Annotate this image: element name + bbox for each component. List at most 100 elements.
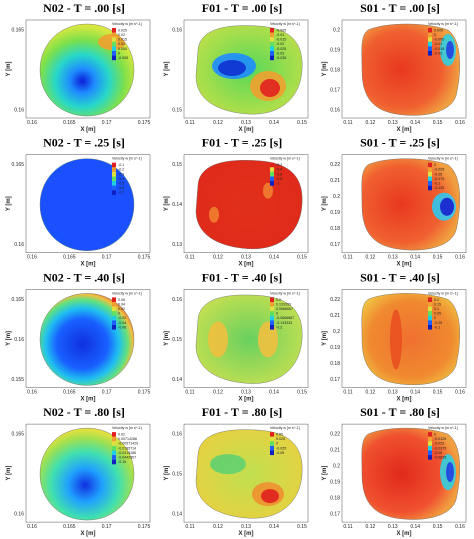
legend-swatch: [270, 436, 274, 442]
x-tick-label: 0.14: [410, 524, 420, 530]
y-tick-label: 0.165: [11, 432, 24, 438]
legend-swatch: [428, 306, 432, 312]
legend-label: -0.05: [434, 321, 442, 325]
x-tick-label: 0.14: [269, 120, 279, 126]
field-spot: [218, 60, 246, 76]
x-axis-label: X [m]: [397, 127, 412, 133]
y-tick-label: 0.16: [172, 28, 182, 34]
legend-swatch: [112, 445, 116, 451]
legend-title: Velocity w [m s^-1]: [270, 291, 300, 295]
panel-title: N02 - T = .25 [s]: [43, 136, 125, 150]
x-tick-label: 0.12: [213, 255, 223, 261]
legend-title: Velocity w [m s^-1]: [112, 22, 142, 26]
y-tick-label: 0.19: [330, 480, 340, 486]
legend-label: 0.2: [276, 298, 281, 302]
legend-label: -0.005: [434, 38, 444, 42]
legend-swatch: [112, 320, 116, 325]
legend-swatch: [112, 432, 116, 437]
x-tick-label: 0.14: [269, 255, 279, 261]
field-spot: [446, 41, 454, 59]
legend-swatch: [428, 46, 432, 51]
legend-label: 0.2: [434, 298, 439, 302]
velocity-field: [361, 427, 460, 520]
legend-label: -0.6: [276, 172, 282, 176]
legend-label: 0.025: [118, 28, 127, 32]
legend-label: -0.05: [434, 451, 442, 455]
x-tick-label: 0.13: [241, 389, 251, 395]
field-spot: [210, 454, 246, 475]
legend-swatch: [112, 190, 116, 195]
x-tick-label: 0.12: [213, 524, 223, 530]
velocity-field: [39, 293, 135, 386]
legend-label: -0.125: [434, 186, 444, 190]
panel-title: F01 - T = .80 [s]: [202, 405, 282, 419]
legend-label: 0.06: [118, 298, 125, 302]
field-spot: [260, 79, 280, 97]
legend-swatch: [428, 450, 432, 456]
x-tick-label: 0.12: [366, 120, 376, 126]
legend-swatch: [270, 297, 274, 302]
legend-label: 0: [434, 163, 436, 167]
panel: F01 - T = .25 [s] 0.15 0.14 0.13 0.11 0.12 0.1…: [164, 136, 309, 268]
y-tick-label: 0.15: [172, 472, 182, 478]
legend-swatch: [270, 450, 274, 456]
y-tick-label: 0.15: [172, 162, 182, 168]
legend-swatch: [428, 302, 432, 307]
legend-swatch: [428, 445, 432, 451]
legend-swatch: [270, 306, 274, 312]
legend-label: -0.015: [276, 38, 286, 42]
velocity-field: [195, 160, 303, 249]
legend-swatch: [428, 167, 432, 172]
y-tick-label: 0.16: [172, 432, 182, 438]
legend-title: Velocity w [m s^-1]: [270, 157, 300, 161]
field-spot: [390, 309, 402, 370]
x-axis-label: X [m]: [239, 127, 254, 133]
velocity-field: [195, 294, 303, 384]
legend-label: -0.06: [118, 325, 126, 329]
legend-swatch: [428, 311, 432, 316]
legend-label: 0.015: [118, 38, 127, 42]
y-tick-label: 0.14: [172, 377, 182, 383]
legend-label: 0: [276, 442, 278, 446]
legend-label: 0.05: [276, 433, 283, 437]
legend-label: 0.133333: [276, 302, 291, 306]
legend-label: 0.05: [434, 312, 441, 316]
x-tick-label: 0.16: [27, 389, 37, 395]
legend-swatch: [112, 41, 116, 47]
legend-title: Velocity w [m s^-1]: [112, 157, 142, 161]
legend-label: -0.4: [118, 177, 124, 181]
legend-swatch: [428, 28, 432, 33]
y-axis-label: Y [m]: [322, 62, 328, 77]
legend-swatch: [270, 432, 274, 437]
legend-label: -0.0442857: [118, 456, 136, 460]
legend-swatch: [112, 302, 116, 307]
legend-label: -0.005: [276, 28, 286, 32]
x-tick-label: 0.175: [138, 389, 151, 395]
legend-label: -0.05: [276, 451, 284, 455]
legend-title: Velocity w [m s^-1]: [428, 291, 458, 295]
legend-swatch: [270, 171, 274, 177]
x-tick-label: 0.14: [269, 389, 279, 395]
legend-label: -0.6: [118, 186, 124, 190]
legend-label: -0.4: [276, 168, 282, 172]
x-tick-label: 0.16: [455, 524, 465, 530]
legend-label: -0.2: [276, 325, 282, 329]
legend-label: -0.0314286: [118, 451, 136, 455]
legend-label: 0.0666667: [276, 307, 293, 311]
legend-label: -0.01: [276, 33, 284, 37]
panel-title: N02 - T = .80 [s]: [43, 405, 125, 419]
legend-label: 0.02: [118, 307, 125, 311]
legend-label: 0.005: [434, 28, 443, 32]
legend-label: -0.01: [434, 42, 442, 46]
legend-title: Velocity w [m s^-1]: [112, 291, 142, 295]
y-tick-label: 0.14: [172, 512, 182, 518]
field-spots: [209, 182, 273, 223]
legend-label: -0.0625: [434, 456, 446, 460]
y-axis-label: Y [m]: [164, 466, 170, 481]
legend-label: -0.04: [118, 321, 126, 325]
legend-swatch: [112, 436, 116, 442]
legend-label: 0.00714286: [118, 437, 137, 441]
legend-swatch: [112, 37, 116, 42]
x-tick-label: 0.16: [27, 524, 37, 530]
legend-swatch: [270, 320, 274, 325]
